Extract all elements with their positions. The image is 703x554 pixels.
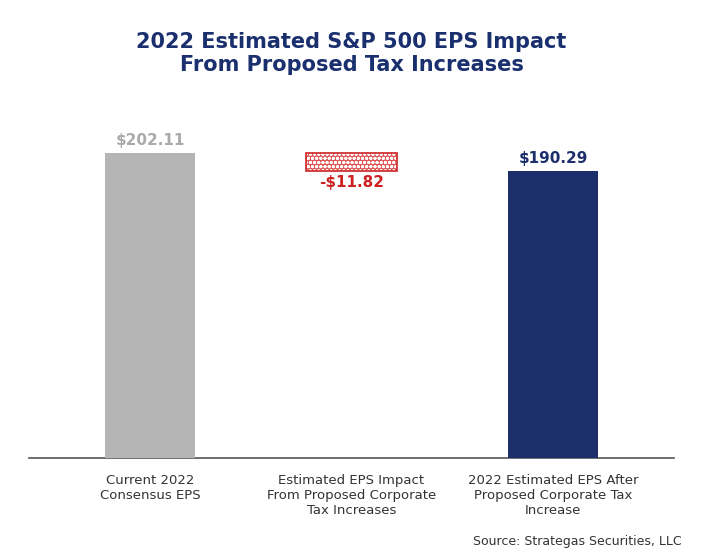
Bar [307, 153, 396, 171]
Bar [307, 153, 396, 171]
Text: $202.11: $202.11 [115, 134, 185, 148]
Title: 2022 Estimated S&P 500 EPS Impact
From Proposed Tax Increases: 2022 Estimated S&P 500 EPS Impact From P… [136, 32, 567, 75]
Text: $190.29: $190.29 [518, 151, 588, 166]
Bar [508, 171, 598, 458]
Text: -$11.82: -$11.82 [319, 175, 384, 191]
Text: Source: Strategas Securities, LLC: Source: Strategas Securities, LLC [473, 536, 682, 548]
Bar [105, 153, 195, 458]
